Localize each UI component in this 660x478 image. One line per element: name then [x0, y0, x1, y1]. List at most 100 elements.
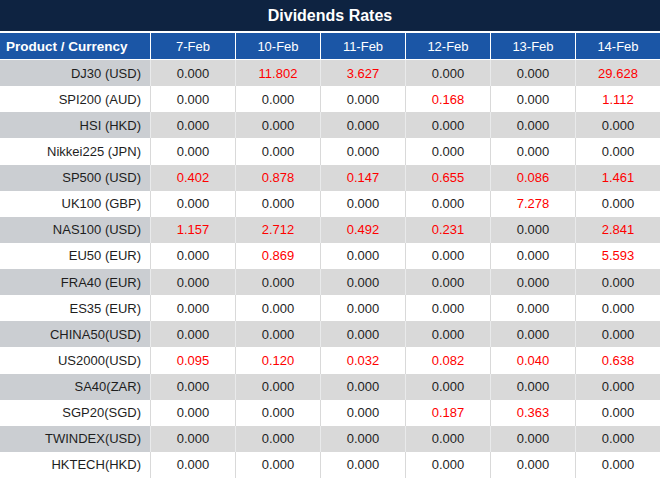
value-cell: 0.000	[150, 400, 235, 426]
value-cell: 0.638	[575, 347, 660, 373]
value-cell: 0.000	[235, 138, 320, 164]
value-cell: 0.187	[405, 400, 490, 426]
value-cell: 0.000	[405, 112, 490, 138]
value-cell: 0.000	[320, 321, 405, 347]
product-cell: SA40(ZAR)	[0, 374, 150, 400]
value-cell: 0.000	[490, 426, 575, 452]
value-cell: 0.120	[235, 347, 320, 373]
value-cell: 2.712	[235, 217, 320, 243]
value-cell: 3.627	[320, 60, 405, 86]
table-row: FRA40 (EUR)0.0000.0000.0000.0000.0000.00…	[0, 269, 660, 295]
value-cell: 0.086	[490, 165, 575, 191]
value-cell: 1.157	[150, 217, 235, 243]
value-cell: 0.000	[405, 321, 490, 347]
value-cell: 0.000	[575, 426, 660, 452]
value-cell: 0.168	[405, 86, 490, 112]
value-cell: 0.000	[405, 191, 490, 217]
value-cell: 0.000	[405, 426, 490, 452]
value-cell: 7.278	[490, 191, 575, 217]
value-cell: 0.000	[575, 321, 660, 347]
value-cell: 0.000	[150, 269, 235, 295]
table-row: HSI (HKD)0.0000.0000.0000.0000.0000.000	[0, 112, 660, 138]
value-cell: 0.000	[150, 426, 235, 452]
value-cell: 0.000	[150, 374, 235, 400]
product-currency-header: Product / Currency	[0, 33, 150, 59]
table-row: CHINA50(USD)0.0000.0000.0000.0000.0000.0…	[0, 321, 660, 347]
value-cell: 0.000	[405, 295, 490, 321]
value-cell: 0.000	[150, 138, 235, 164]
product-cell: SPI200 (AUD)	[0, 86, 150, 112]
product-cell: US2000(USD)	[0, 347, 150, 373]
value-cell: 5.593	[575, 243, 660, 269]
value-cell: 0.000	[150, 112, 235, 138]
value-cell: 0.000	[575, 452, 660, 478]
product-cell: SGP20(SGD)	[0, 400, 150, 426]
value-cell: 11.802	[235, 60, 320, 86]
table-row: Nikkei225 (JPN)0.0000.0000.0000.0000.000…	[0, 138, 660, 164]
value-cell: 0.000	[575, 400, 660, 426]
value-cell: 0.000	[235, 321, 320, 347]
value-cell: 0.000	[235, 191, 320, 217]
value-cell: 0.000	[320, 400, 405, 426]
value-cell: 0.000	[405, 374, 490, 400]
table-row: UK100 (GBP)0.0000.0000.0000.0007.2780.00…	[0, 191, 660, 217]
table-body: DJ30 (USD)0.00011.8023.6270.0000.00029.6…	[0, 60, 660, 478]
value-cell: 0.000	[150, 243, 235, 269]
value-cell: 0.231	[405, 217, 490, 243]
value-cell: 0.000	[320, 426, 405, 452]
value-cell: 29.628	[575, 60, 660, 86]
value-cell: 0.000	[150, 295, 235, 321]
value-cell: 0.000	[320, 374, 405, 400]
value-cell: 0.000	[575, 112, 660, 138]
value-cell: 0.869	[235, 243, 320, 269]
table-row: US2000(USD)0.0950.1200.0320.0820.0400.63…	[0, 347, 660, 373]
table-row: TWINDEX(USD)0.0000.0000.0000.0000.0000.0…	[0, 426, 660, 452]
value-cell: 0.000	[405, 243, 490, 269]
value-cell: 0.000	[575, 374, 660, 400]
table-row: EU50 (EUR)0.0000.8690.0000.0000.0005.593	[0, 243, 660, 269]
value-cell: 0.000	[235, 426, 320, 452]
value-cell: 0.000	[150, 191, 235, 217]
value-cell: 0.000	[575, 295, 660, 321]
value-cell: 0.000	[235, 112, 320, 138]
table-title: Dividends Rates	[0, 0, 660, 33]
value-cell: 0.000	[320, 112, 405, 138]
date-header: 10-Feb	[235, 33, 320, 59]
value-cell: 0.363	[490, 400, 575, 426]
value-cell: 0.147	[320, 165, 405, 191]
product-cell: HKTECH(HKD)	[0, 452, 150, 478]
value-cell: 0.000	[320, 86, 405, 112]
value-cell: 0.000	[490, 321, 575, 347]
product-cell: EU50 (EUR)	[0, 243, 150, 269]
date-header: 7-Feb	[150, 33, 235, 59]
table-row: ES35 (EUR)0.0000.0000.0000.0000.0000.000	[0, 295, 660, 321]
date-header: 13-Feb	[490, 33, 575, 59]
table-row: SGP20(SGD)0.0000.0000.0000.1870.3630.000	[0, 400, 660, 426]
value-cell: 0.000	[405, 60, 490, 86]
value-cell: 0.000	[320, 138, 405, 164]
value-cell: 0.000	[235, 86, 320, 112]
product-cell: HSI (HKD)	[0, 112, 150, 138]
value-cell: 0.878	[235, 165, 320, 191]
value-cell: 0.655	[405, 165, 490, 191]
value-cell: 0.000	[235, 295, 320, 321]
product-cell: TWINDEX(USD)	[0, 426, 150, 452]
product-cell: ES35 (EUR)	[0, 295, 150, 321]
value-cell: 0.000	[490, 60, 575, 86]
value-cell: 0.000	[490, 86, 575, 112]
value-cell: 0.000	[235, 269, 320, 295]
value-cell: 0.000	[490, 112, 575, 138]
value-cell: 0.000	[490, 217, 575, 243]
value-cell: 0.000	[490, 374, 575, 400]
value-cell: 0.000	[150, 60, 235, 86]
product-cell: CHINA50(USD)	[0, 321, 150, 347]
value-cell: 0.000	[490, 452, 575, 478]
value-cell: 0.000	[320, 191, 405, 217]
value-cell: 0.000	[235, 374, 320, 400]
value-cell: 0.000	[235, 400, 320, 426]
table-row: SP500 (USD)0.4020.8780.1470.6550.0861.46…	[0, 165, 660, 191]
product-cell: UK100 (GBP)	[0, 191, 150, 217]
value-cell: 0.000	[405, 452, 490, 478]
date-header: 12-Feb	[405, 33, 490, 59]
value-cell: 0.082	[405, 347, 490, 373]
